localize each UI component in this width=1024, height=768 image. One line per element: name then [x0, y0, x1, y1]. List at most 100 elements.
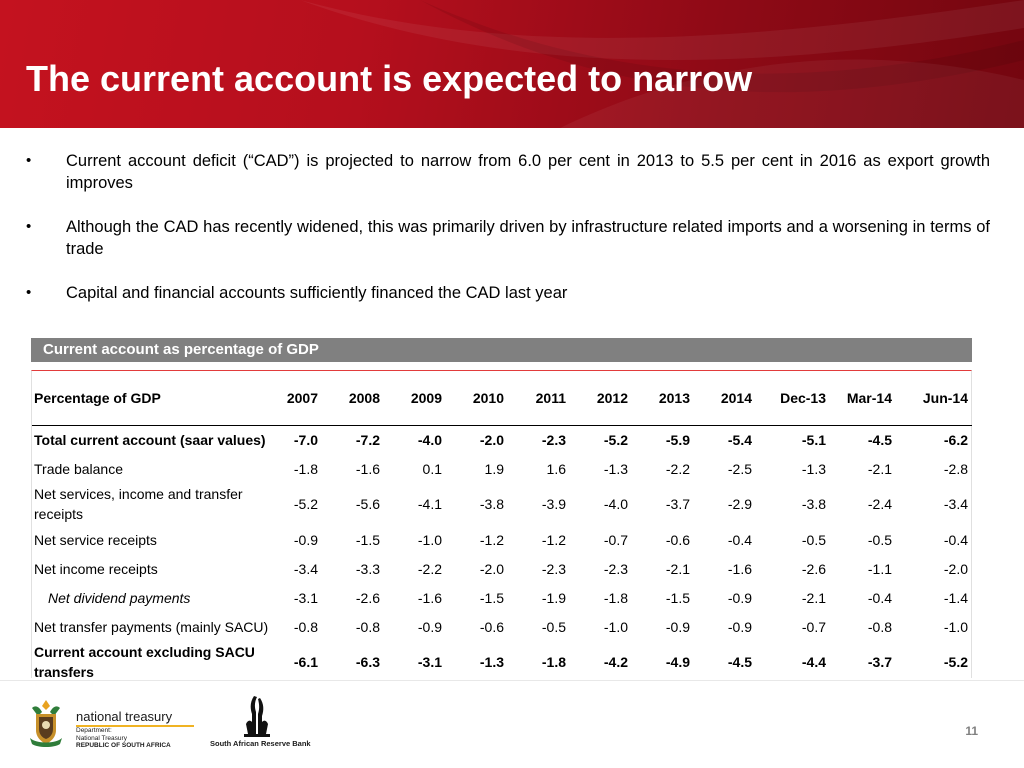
- table-cell: -3.4: [293, 560, 318, 577]
- coat-of-arms-icon: [30, 700, 62, 747]
- table-cell: -2.0: [943, 560, 968, 577]
- table-cell: -0.5: [541, 618, 566, 635]
- table-cell: -0.8: [355, 618, 380, 635]
- row-label: Current account excluding SACU transfers: [34, 644, 255, 680]
- treasury-subtitle: Department: National Treasury REPUBLIC O…: [76, 727, 171, 750]
- bullet-item: • Capital and financial accounts suffici…: [24, 282, 990, 304]
- column-header: 2012: [570, 371, 632, 426]
- table-cell: -0.8: [293, 618, 318, 635]
- table-cell: -3.1: [417, 654, 442, 670]
- slide-header: The current account is expected to narro…: [0, 0, 1024, 128]
- table-cell: -4.1: [417, 496, 442, 512]
- table-cell: -1.5: [665, 589, 690, 606]
- table-cell: -0.5: [867, 531, 892, 548]
- table-cell: -1.9: [541, 589, 566, 606]
- table-cell: -4.0: [603, 496, 628, 512]
- national-treasury-logo: national treasury Department: National T…: [26, 698, 194, 750]
- table-header-row: Percentage of GDP 2007 2008 2009 2010 20…: [32, 371, 972, 426]
- table-cell: -2.6: [355, 589, 380, 606]
- column-header: Dec-13: [756, 371, 830, 426]
- table-cell: -2.0: [479, 432, 504, 448]
- table-cell: -6.1: [293, 654, 318, 670]
- table-cell: -1.2: [541, 531, 566, 548]
- table-cell: -1.5: [355, 531, 380, 548]
- table-container: Percentage of GDP 2007 2008 2009 2010 20…: [31, 370, 972, 680]
- row-label: Net transfer payments (mainly SACU): [34, 618, 269, 635]
- table-cell: -3.1: [293, 589, 318, 606]
- table-caption: Current account as percentage of GDP: [31, 338, 972, 362]
- table-cell: -0.9: [727, 589, 752, 606]
- table-row-net-income-receipts: Net income receipts -3.4 -3.3 -2.2 -2.0 …: [32, 554, 972, 583]
- table-cell: -5.1: [801, 432, 826, 448]
- footer-divider: [0, 680, 1024, 681]
- table-cell: -4.4: [801, 654, 826, 670]
- table-cell: -6.2: [943, 432, 968, 448]
- column-header: Mar-14: [830, 371, 896, 426]
- bullet-text: Capital and financial accounts sufficien…: [66, 284, 568, 302]
- table-cell: -4.5: [727, 654, 752, 670]
- table-cell: -2.5: [727, 460, 752, 477]
- bullet-dot: •: [26, 218, 32, 235]
- table-cell: -5.2: [293, 496, 318, 512]
- column-header: 2014: [694, 371, 756, 426]
- table-row-net-services-income-transfer: Net services, income and transfer receip…: [32, 483, 972, 525]
- table-cell: -1.8: [293, 460, 318, 477]
- row-label: Net income receipts: [34, 560, 158, 577]
- table-cell: -5.4: [727, 432, 752, 448]
- table-cell: -3.3: [355, 560, 380, 577]
- table-cell: -1.2: [479, 531, 504, 548]
- treasury-name: national treasury: [76, 709, 173, 724]
- table-cell: -5.6: [355, 496, 380, 512]
- current-account-table: Percentage of GDP 2007 2008 2009 2010 20…: [32, 371, 972, 683]
- table-cell: -1.3: [479, 654, 504, 670]
- slide-title: The current account is expected to narro…: [26, 58, 753, 99]
- table-cell: -1.8: [541, 654, 566, 670]
- table-cell: -2.3: [541, 560, 566, 577]
- page-number: 11: [965, 724, 978, 738]
- table-cell: -3.7: [665, 496, 690, 512]
- sarb-emblem-icon: [244, 696, 270, 737]
- row-label: Trade balance: [34, 460, 123, 477]
- table-row-net-dividend-payments: Net dividend payments -3.1 -2.6 -1.6 -1.…: [32, 583, 972, 612]
- table-cell: -2.8: [943, 460, 968, 477]
- table-row-net-transfer-payments: Net transfer payments (mainly SACU) -0.8…: [32, 612, 972, 641]
- table-cell: -2.6: [801, 560, 826, 577]
- table-cell: -5.2: [943, 654, 968, 670]
- table-cell: -3.8: [479, 496, 504, 512]
- table-row-current-account-excl-sacu: Current account excluding SACU transfers…: [32, 641, 972, 683]
- table-cell: -1.8: [603, 589, 628, 606]
- table-cell: -2.9: [727, 496, 752, 512]
- table-cell: -3.7: [867, 654, 892, 670]
- table-cell: -2.2: [417, 560, 442, 577]
- bullet-dot: •: [26, 284, 32, 301]
- reserve-bank-name: South African Reserve Bank: [210, 739, 311, 748]
- table-cell: -1.0: [417, 531, 442, 548]
- table-cell: -4.0: [417, 432, 442, 448]
- column-header: Percentage of GDP: [32, 371, 278, 426]
- treasury-line1: Department:: [76, 727, 112, 734]
- table-cell: -1.4: [943, 589, 968, 606]
- table-cell: -1.6: [727, 560, 752, 577]
- table-cell: -0.4: [943, 531, 968, 548]
- table-cell: -4.9: [665, 654, 690, 670]
- table-cell: -0.5: [801, 531, 826, 548]
- table-cell: 1.6: [546, 460, 566, 477]
- table-cell: -0.6: [665, 531, 690, 548]
- column-header: 2009: [384, 371, 446, 426]
- table-row-total-current-account: Total current account (saar values) -7.0…: [32, 426, 972, 455]
- table-cell: -1.6: [355, 460, 380, 477]
- table-cell: -2.4: [867, 496, 892, 512]
- column-header: 2013: [632, 371, 694, 426]
- bullet-dot: •: [26, 152, 32, 169]
- table-cell: 0.1: [422, 460, 442, 477]
- reserve-bank-logo: South African Reserve Bank: [206, 694, 318, 752]
- bullet-text: Current account deficit (“CAD”) is proje…: [66, 152, 990, 192]
- table-cell: -7.0: [293, 432, 318, 448]
- table-cell: -0.4: [727, 531, 752, 548]
- table-cell: -0.4: [867, 589, 892, 606]
- table-cell: -2.1: [665, 560, 690, 577]
- table-cell: -1.3: [603, 460, 628, 477]
- table-cell: -5.2: [603, 432, 628, 448]
- table-cell: -0.9: [293, 531, 318, 548]
- column-header: 2007: [278, 371, 322, 426]
